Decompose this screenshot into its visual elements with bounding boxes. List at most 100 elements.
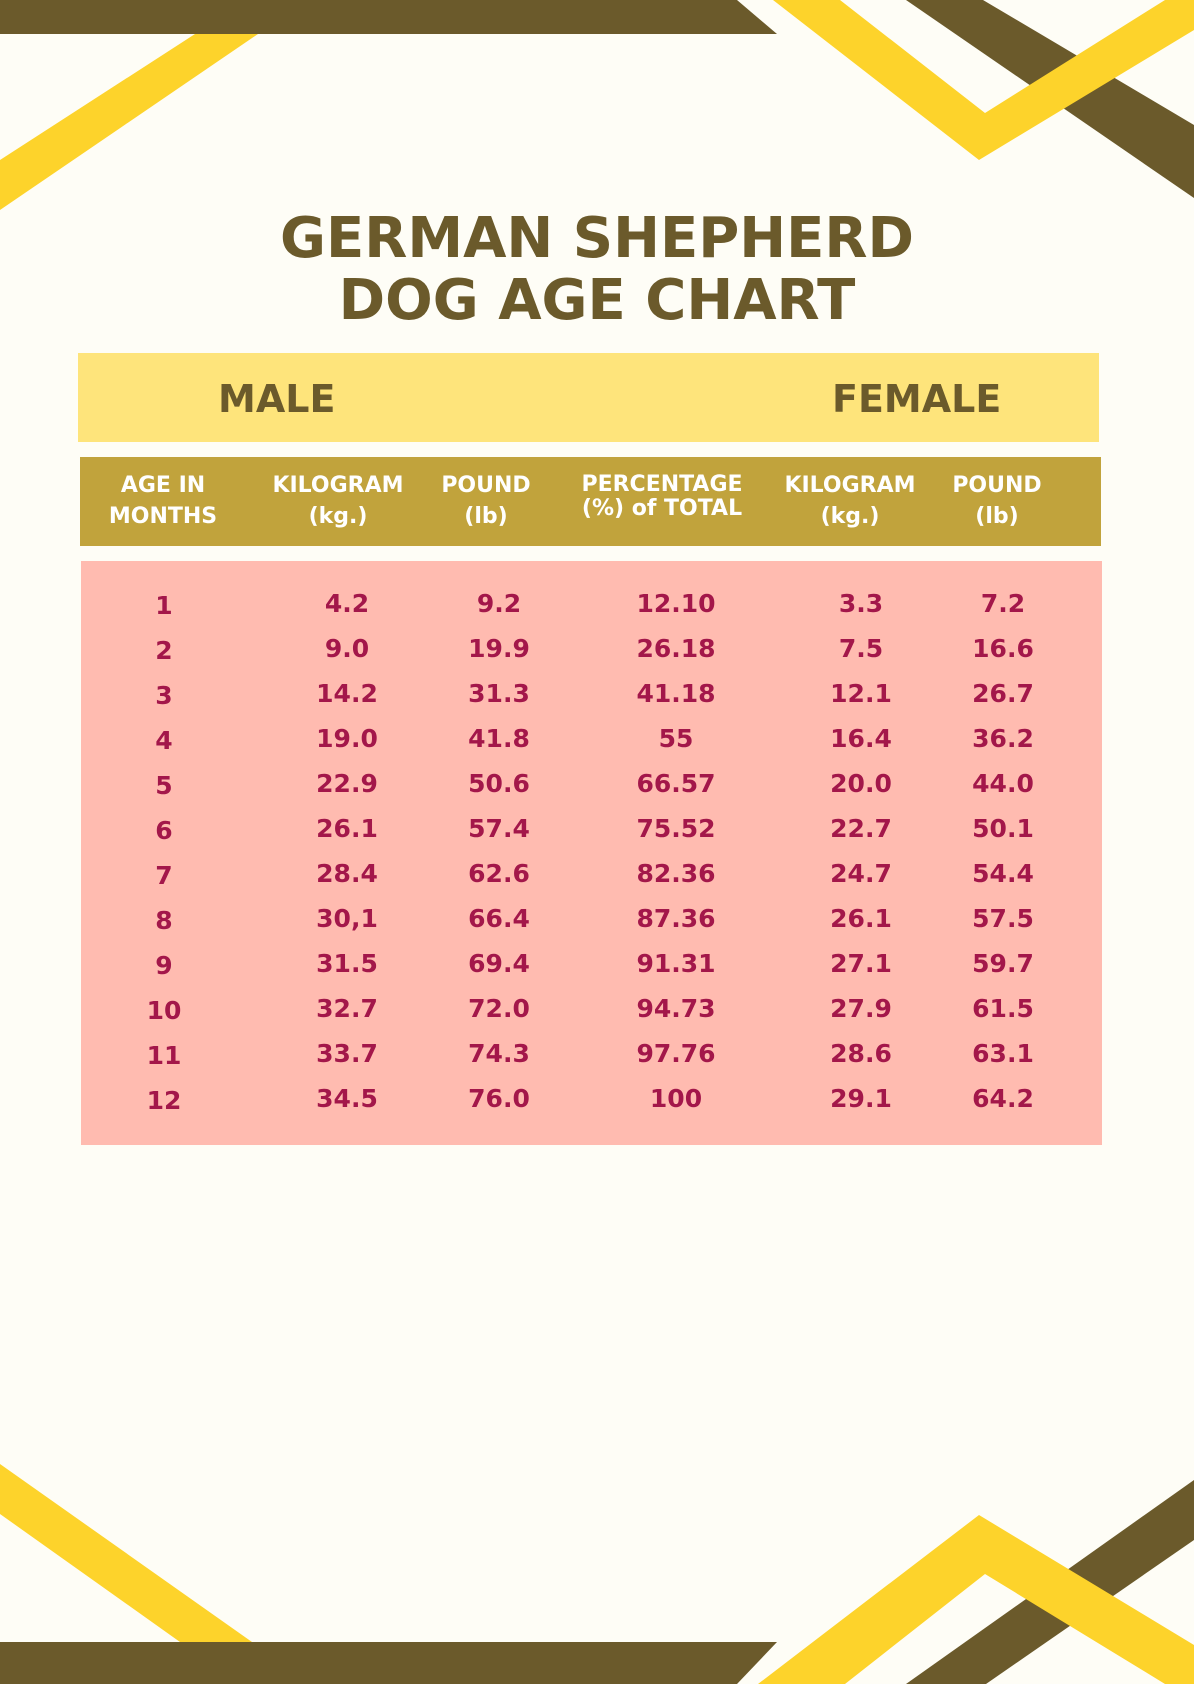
cell-age-months: 7 bbox=[155, 861, 173, 890]
table-row: 12 34.5 76.0 100 29.1 64.2 bbox=[81, 1076, 1102, 1121]
cell-age-months: 1 bbox=[155, 591, 173, 620]
column-header-line: POUND bbox=[952, 473, 1042, 498]
cell-female-pound: 36.2 bbox=[972, 724, 1034, 753]
cell-percentage-total: 12.10 bbox=[636, 589, 716, 618]
cell-percentage-total: 82.36 bbox=[636, 859, 716, 888]
column-header-line: (lb) bbox=[464, 504, 508, 529]
table-row: 9 31.5 69.4 91.31 27.1 59.7 bbox=[81, 941, 1102, 986]
cell-female-pound: 57.5 bbox=[972, 904, 1034, 933]
top-left-yellow-band bbox=[0, 34, 258, 210]
column-header-line: (%) of TOTAL bbox=[581, 496, 743, 521]
cell-male-kilogram: 22.9 bbox=[316, 769, 378, 798]
cell-age-months: 11 bbox=[146, 1041, 182, 1070]
cell-male-kilogram: 19.0 bbox=[316, 724, 378, 753]
cell-age-months: 6 bbox=[155, 816, 173, 845]
table-row: 2 9.0 19.9 26.18 7.5 16.6 bbox=[81, 626, 1102, 671]
gender-header-bar: MALE FEMALE bbox=[78, 353, 1099, 442]
cell-female-kilogram: 22.7 bbox=[830, 814, 892, 843]
cell-male-pound: 9.2 bbox=[476, 589, 522, 618]
column-header-male-kilogram: KILOGRAM (kg.) bbox=[243, 470, 433, 532]
cell-male-pound: 72.0 bbox=[468, 994, 530, 1023]
cell-age-months: 9 bbox=[155, 951, 173, 980]
column-header-line: (lb) bbox=[975, 504, 1019, 529]
column-header-line: MONTHS bbox=[108, 504, 218, 529]
top-right-yellow-chevron bbox=[773, 0, 1194, 160]
table-row: 8 30,1 66.4 87.36 26.1 57.5 bbox=[81, 896, 1102, 941]
cell-percentage-total: 91.31 bbox=[636, 949, 716, 978]
cell-percentage-total: 41.18 bbox=[636, 679, 716, 708]
cell-female-pound: 44.0 bbox=[972, 769, 1034, 798]
cell-percentage-total: 66.57 bbox=[636, 769, 716, 798]
cell-male-kilogram: 4.2 bbox=[324, 589, 370, 618]
cell-male-kilogram: 9.0 bbox=[324, 634, 370, 663]
cell-female-pound: 16.6 bbox=[972, 634, 1034, 663]
table-row: 6 26.1 57.4 75.52 22.7 50.1 bbox=[81, 806, 1102, 851]
cell-male-pound: 41.8 bbox=[468, 724, 530, 753]
cell-female-kilogram: 28.6 bbox=[830, 1039, 892, 1068]
column-header-female-kilogram: KILOGRAM (kg.) bbox=[755, 470, 945, 532]
female-label: FEMALE bbox=[832, 377, 1002, 421]
top-brown-band bbox=[0, 0, 777, 34]
table-row: 11 33.7 74.3 97.76 28.6 63.1 bbox=[81, 1031, 1102, 1076]
cell-female-kilogram: 20.0 bbox=[830, 769, 892, 798]
table-row: 10 32.7 72.0 94.73 27.9 61.5 bbox=[81, 986, 1102, 1031]
cell-percentage-total: 55 bbox=[658, 724, 694, 753]
cell-female-pound: 7.2 bbox=[980, 589, 1026, 618]
column-header-row: AGE IN MONTHS KILOGRAM (kg.) POUND (lb) … bbox=[80, 457, 1101, 546]
cell-male-kilogram: 31.5 bbox=[316, 949, 378, 978]
cell-male-kilogram: 32.7 bbox=[316, 994, 378, 1023]
cell-age-months: 10 bbox=[146, 996, 182, 1025]
column-header-line: (kg.) bbox=[308, 504, 368, 529]
bottom-brown-band bbox=[0, 1642, 777, 1684]
cell-age-months: 5 bbox=[155, 771, 173, 800]
table-row: 4 19.0 41.8 55 16.4 36.2 bbox=[81, 716, 1102, 761]
cell-female-kilogram: 24.7 bbox=[830, 859, 892, 888]
cell-age-months: 4 bbox=[155, 726, 173, 755]
column-header-line: AGE IN bbox=[120, 473, 206, 498]
cell-percentage-total: 97.76 bbox=[636, 1039, 716, 1068]
cell-male-pound: 19.9 bbox=[468, 634, 530, 663]
title-line-2: DOG AGE CHART bbox=[338, 268, 856, 333]
cell-male-kilogram: 14.2 bbox=[316, 679, 378, 708]
cell-percentage-total: 94.73 bbox=[636, 994, 716, 1023]
column-header-age: AGE IN MONTHS bbox=[68, 470, 258, 532]
column-header-line: KILOGRAM bbox=[784, 473, 916, 498]
cell-female-kilogram: 26.1 bbox=[830, 904, 892, 933]
cell-male-pound: 57.4 bbox=[468, 814, 530, 843]
table-row: 5 22.9 50.6 66.57 20.0 44.0 bbox=[81, 761, 1102, 806]
cell-age-months: 3 bbox=[155, 681, 173, 710]
column-header-percentage: PERCENTAGE (%) of TOTAL bbox=[567, 473, 757, 521]
table-row: 3 14.2 31.3 41.18 12.1 26.7 bbox=[81, 671, 1102, 716]
cell-male-kilogram: 34.5 bbox=[316, 1084, 378, 1113]
page-title: GERMAN SHEPHERD DOG AGE CHART bbox=[0, 208, 1194, 332]
table-row: 7 28.4 62.6 82.36 24.7 54.4 bbox=[81, 851, 1102, 896]
cell-age-months: 12 bbox=[146, 1086, 182, 1115]
cell-male-pound: 76.0 bbox=[468, 1084, 530, 1113]
column-header-line: KILOGRAM bbox=[272, 473, 404, 498]
data-table-body: 1 4.2 9.2 12.10 3.3 7.2 2 9.0 19.9 26.18 7.5 16.6 3 1… bbox=[81, 561, 1102, 1145]
cell-female-pound: 50.1 bbox=[972, 814, 1034, 843]
column-header-line: POUND bbox=[441, 473, 531, 498]
cell-male-pound: 69.4 bbox=[468, 949, 530, 978]
bottom-left-yellow-band bbox=[0, 1464, 252, 1642]
table-row: 1 4.2 9.2 12.10 3.3 7.2 bbox=[81, 581, 1102, 626]
cell-female-pound: 63.1 bbox=[972, 1039, 1034, 1068]
cell-female-kilogram: 3.3 bbox=[838, 589, 884, 618]
column-header-male-pound: POUND (lb) bbox=[391, 470, 581, 532]
cell-age-months: 2 bbox=[155, 636, 173, 665]
cell-percentage-total: 26.18 bbox=[636, 634, 716, 663]
cell-female-kilogram: 12.1 bbox=[830, 679, 892, 708]
cell-percentage-total: 100 bbox=[649, 1084, 703, 1113]
cell-female-kilogram: 27.1 bbox=[830, 949, 892, 978]
cell-age-months: 8 bbox=[155, 906, 173, 935]
cell-male-kilogram: 30,1 bbox=[316, 904, 378, 933]
cell-male-pound: 31.3 bbox=[468, 679, 530, 708]
cell-male-kilogram: 26.1 bbox=[316, 814, 378, 843]
cell-male-pound: 66.4 bbox=[468, 904, 530, 933]
title-line-1: GERMAN SHEPHERD bbox=[280, 206, 914, 271]
cell-female-kilogram: 29.1 bbox=[830, 1084, 892, 1113]
cell-female-pound: 61.5 bbox=[972, 994, 1034, 1023]
cell-male-pound: 74.3 bbox=[468, 1039, 530, 1068]
male-label: MALE bbox=[218, 377, 336, 421]
